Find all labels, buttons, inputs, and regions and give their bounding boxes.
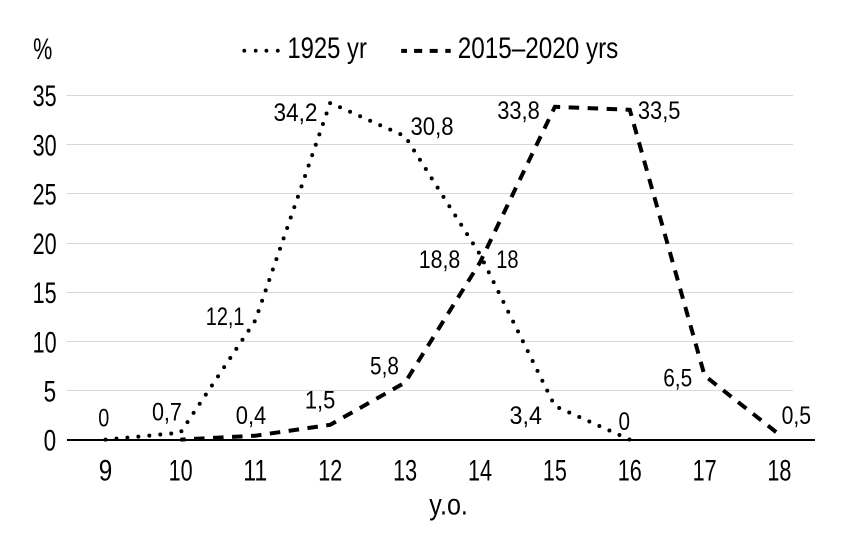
- svg-text:0: 0: [44, 425, 57, 458]
- svg-text:15: 15: [543, 454, 567, 487]
- svg-text:12: 12: [318, 454, 342, 487]
- svg-text:1925 yr: 1925 yr: [287, 32, 367, 65]
- svg-text:13: 13: [393, 454, 417, 487]
- svg-text:0,4: 0,4: [236, 402, 267, 430]
- svg-text:5: 5: [44, 376, 57, 409]
- svg-text:9: 9: [99, 454, 113, 487]
- svg-text:18,8: 18,8: [419, 246, 461, 274]
- svg-text:0: 0: [619, 408, 631, 436]
- svg-text:34,2: 34,2: [274, 99, 318, 127]
- svg-text:30,8: 30,8: [411, 113, 454, 141]
- svg-text:14: 14: [468, 454, 492, 487]
- svg-text:3,4: 3,4: [510, 402, 543, 430]
- svg-text:10: 10: [169, 454, 193, 487]
- svg-text:35: 35: [33, 80, 57, 113]
- svg-text:17: 17: [693, 454, 717, 487]
- svg-text:2015–2020 yrs: 2015–2020 yrs: [458, 32, 619, 65]
- svg-text:18: 18: [496, 246, 518, 274]
- svg-text:18: 18: [767, 454, 791, 487]
- svg-text:5,8: 5,8: [370, 353, 399, 381]
- svg-text:33,8: 33,8: [497, 97, 540, 125]
- svg-text:25: 25: [33, 179, 57, 212]
- svg-text:10: 10: [33, 326, 57, 359]
- svg-text:y.o.: y.o.: [429, 488, 468, 521]
- svg-text:16: 16: [618, 454, 642, 487]
- svg-text:11: 11: [243, 454, 267, 487]
- svg-text:30: 30: [33, 129, 57, 162]
- svg-text:0,7: 0,7: [152, 398, 182, 426]
- svg-text:12,1: 12,1: [206, 303, 245, 331]
- svg-text:33,5: 33,5: [638, 97, 681, 125]
- svg-text:20: 20: [33, 228, 57, 261]
- svg-text:%: %: [33, 33, 52, 66]
- svg-text:1,5: 1,5: [305, 387, 336, 415]
- svg-text:15: 15: [33, 277, 57, 310]
- svg-text:0,5: 0,5: [782, 402, 811, 430]
- svg-text:0: 0: [98, 404, 109, 432]
- svg-text:6,5: 6,5: [663, 365, 692, 393]
